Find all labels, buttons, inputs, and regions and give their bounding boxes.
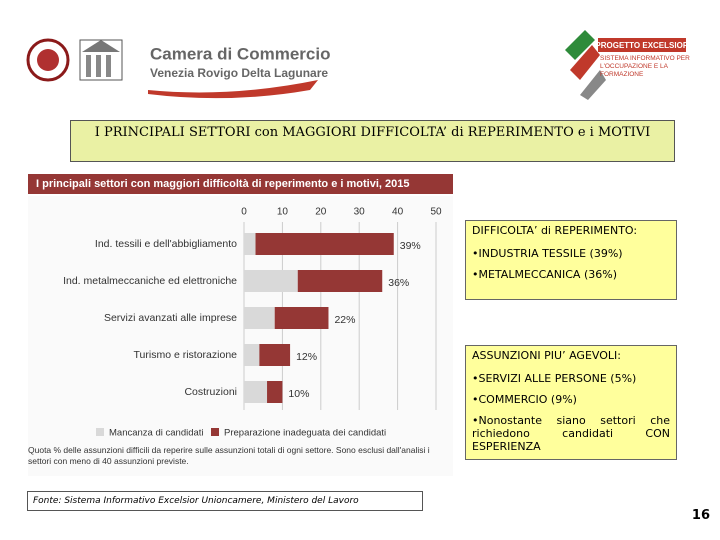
bar-segment xyxy=(244,344,260,366)
page-number: 16 xyxy=(691,508,710,523)
x-tick-label: 50 xyxy=(430,207,442,218)
chart-note-box: Quota % delle assunzioni difficili da re… xyxy=(28,445,430,466)
legend-label: Preparazione inadeguata dei candidati xyxy=(224,428,386,439)
swoosh xyxy=(148,80,318,99)
legend-swatch xyxy=(211,428,219,436)
y-tick-label: Servizi avanzati alle imprese xyxy=(104,312,237,324)
x-tick-label: 30 xyxy=(354,207,366,218)
panel-heading: DIFFICOLTA’ di REPERIMENTO: xyxy=(472,224,638,237)
y-tick-label: Costruzioni xyxy=(184,386,237,398)
project-sub: SISTEMA INFORMATIVO PER L'OCCUPAZIONE E … xyxy=(600,55,690,78)
y-tick-label: Ind. metalmeccaniche ed elettroniche xyxy=(63,275,237,287)
panel-assunzioni: ASSUNZIONI PIU’ AGEVOLI: •SERVIZI ALLE P… xyxy=(465,345,677,460)
panel-difficolta: DIFFICOLTA’ di REPERIMENTO: •INDUSTRIA T… xyxy=(465,220,677,300)
legend-label: Mancanza di candidati xyxy=(109,428,204,439)
total-label: 39% xyxy=(400,240,421,252)
org-name: Camera di Commercio xyxy=(150,44,330,63)
panel-item: •INDUSTRIA TESSILE (39%) xyxy=(472,247,623,260)
project-name: PROGETTO EXCELSIOR xyxy=(595,41,688,50)
bar-segment xyxy=(255,233,394,255)
bar-segment xyxy=(244,381,268,403)
panel-item: •Nonostante siano settori che richiedono… xyxy=(472,414,670,453)
panel-item: •SERVIZI ALLE PERSONE (5%) xyxy=(472,372,637,385)
chart-title: I principali settori con maggiori diffic… xyxy=(36,178,409,190)
project-badge xyxy=(598,38,686,52)
source: Fonte: Sistema Informativo Excelsior Uni… xyxy=(27,491,423,511)
x-tick-label: 0 xyxy=(241,207,247,218)
total-label: 10% xyxy=(288,388,309,400)
slide-title: I PRINCIPALI SETTORI con MAGGIORI DIFFIC… xyxy=(70,120,675,162)
chart-note: Quota % delle assunzioni difficili da re… xyxy=(28,445,430,466)
bar-segment xyxy=(244,270,298,292)
total-label: 36% xyxy=(388,277,409,289)
chart-title-bg xyxy=(28,174,453,194)
x-tick-label: 20 xyxy=(315,207,327,218)
panel-item: •METALMECCANICA (36%) xyxy=(472,268,617,281)
x-tick-label: 10 xyxy=(277,207,289,218)
bar-segment xyxy=(274,307,329,329)
bar-segment xyxy=(297,270,383,292)
panel-heading: ASSUNZIONI PIU’ AGEVOLI: xyxy=(472,349,621,362)
excelsior-mark xyxy=(565,30,595,60)
bar-segment xyxy=(244,233,256,255)
x-tick-label: 40 xyxy=(392,207,404,218)
panel-item: •COMMERCIO (9%) xyxy=(472,393,577,406)
seal-center xyxy=(37,49,59,71)
total-label: 22% xyxy=(334,314,355,326)
bar-segment xyxy=(259,344,291,366)
org-sub: Venezia Rovigo Delta Lagunare xyxy=(150,66,328,80)
building-roof xyxy=(82,40,120,52)
bar-segment xyxy=(267,381,283,403)
header-logos: Camera di Commercio Venezia Rovigo Delta… xyxy=(26,30,690,100)
bar-segment xyxy=(244,307,275,329)
y-tick-label: Turismo e ristorazione xyxy=(134,349,238,361)
total-label: 12% xyxy=(296,351,317,363)
legend-swatch xyxy=(96,428,104,436)
y-tick-label: Ind. tessili e dell'abbigliamento xyxy=(95,238,237,250)
project-sub-box: SISTEMA INFORMATIVO PER L'OCCUPAZIONE E … xyxy=(600,55,690,78)
